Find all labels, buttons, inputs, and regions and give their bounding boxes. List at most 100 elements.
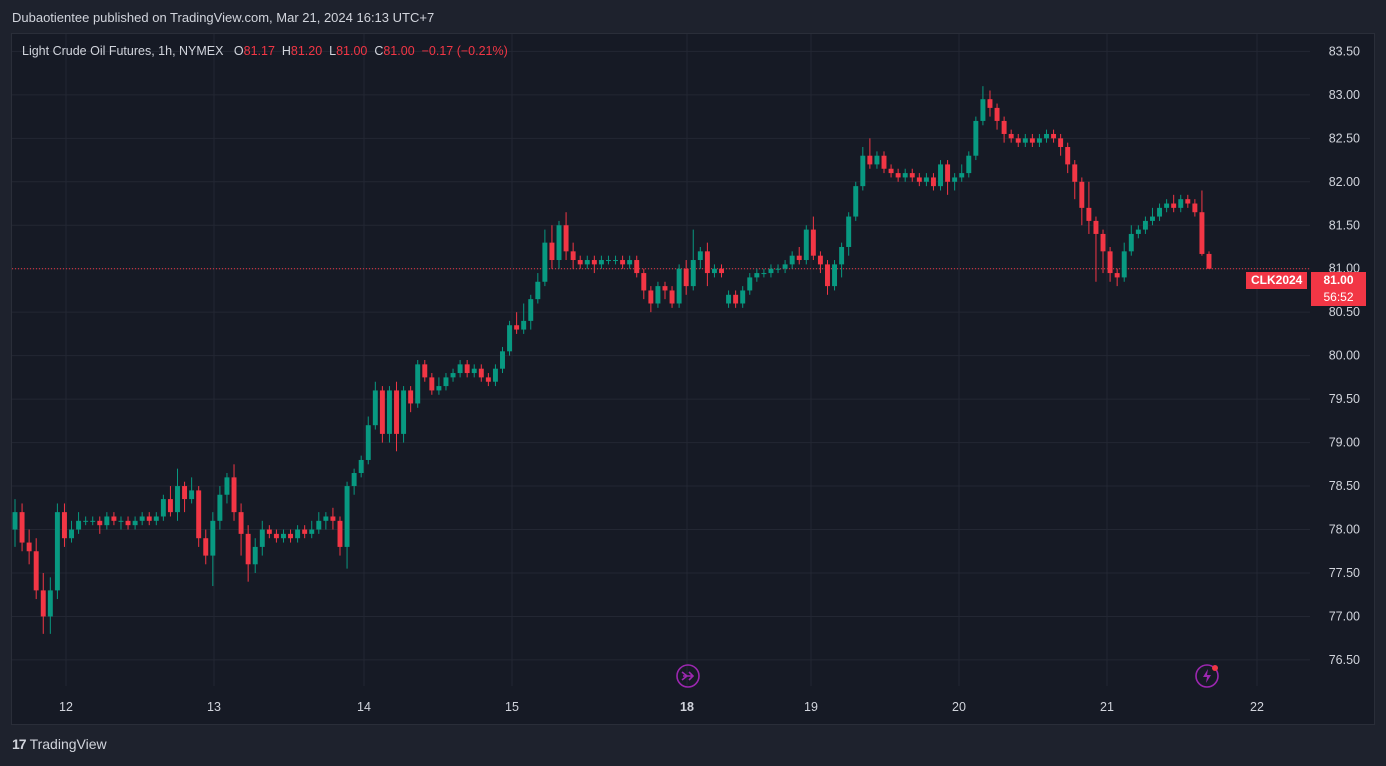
countdown-label: 56:52	[1311, 289, 1366, 306]
candle-body	[697, 251, 703, 261]
chart-legend: Light Crude Oil Futures, 1h, NYMEX O81.1…	[22, 44, 508, 58]
candle-body	[966, 155, 972, 174]
candle-body	[690, 260, 696, 287]
candle-body	[775, 268, 781, 270]
price-tick-label: 78.00	[1329, 523, 1360, 537]
candle-body	[507, 325, 513, 352]
candle-body	[167, 499, 173, 513]
candle-body	[627, 260, 633, 265]
price-tick-label: 79.50	[1329, 392, 1360, 406]
candle-body	[1044, 133, 1049, 139]
close-label: C	[374, 44, 384, 58]
time-tick-label: 14	[357, 700, 371, 714]
candle-body	[471, 368, 477, 374]
candle-body	[132, 520, 138, 526]
price-tick-label: 82.50	[1329, 131, 1360, 145]
candle-body	[881, 155, 887, 169]
candle-body	[61, 512, 67, 539]
candle-body	[719, 268, 724, 274]
candle-body	[175, 486, 180, 513]
candle-body	[973, 120, 979, 156]
candle-body	[909, 173, 915, 178]
candle-body	[994, 107, 1000, 121]
candle-body	[1086, 207, 1092, 221]
candle-body	[570, 251, 576, 261]
candle-body	[182, 486, 188, 500]
candle-body	[1199, 212, 1205, 254]
candle-body	[281, 533, 286, 539]
candle-body	[782, 264, 788, 269]
candle-body	[711, 268, 717, 274]
footer-brand[interactable]: 17 TradingView	[12, 736, 107, 752]
candle-body	[902, 173, 908, 178]
candle-body	[895, 173, 901, 178]
candle-body	[203, 538, 209, 556]
candle-body	[478, 368, 484, 378]
candle-body	[323, 516, 329, 521]
candle-body	[655, 286, 661, 304]
symbol-title: Light Crude Oil Futures, 1h, NYMEX	[22, 44, 224, 58]
price-axis: 83.5083.0082.5082.0081.5081.0080.5080.00…	[1329, 44, 1360, 667]
candle-body	[860, 155, 866, 187]
flash-icon[interactable]	[1195, 664, 1219, 688]
candle-body	[90, 520, 96, 522]
candle-body	[556, 225, 562, 261]
candle-body	[1185, 199, 1191, 204]
price-tick-label: 82.00	[1329, 175, 1360, 189]
candle-body	[817, 255, 823, 265]
candle-body	[542, 242, 548, 282]
chart-pane[interactable]: 83.50 83.00 82.50 82.00 81.50 81.00 80.50 80.00…	[11, 33, 1375, 725]
candle-body	[337, 520, 343, 547]
candle-body	[952, 177, 958, 182]
candle-body	[118, 520, 124, 522]
candle-body	[189, 490, 195, 500]
candle-body	[351, 473, 357, 487]
candlestick-chart[interactable]: 83.50 83.00 82.50 82.00 81.50 81.00 80.50 80.00…	[12, 34, 1374, 724]
candle-body	[1001, 120, 1007, 134]
low-value: 81.00	[336, 44, 368, 58]
candle-body	[266, 529, 272, 534]
candle-body	[733, 294, 739, 304]
candle-body	[415, 364, 421, 404]
candle-body	[1022, 138, 1028, 143]
candle-body	[372, 390, 378, 426]
price-tick-label: 81.50	[1329, 218, 1360, 232]
time-tick-label: 15	[505, 700, 519, 714]
close-value: 81.00	[383, 44, 415, 58]
candle-body	[1171, 203, 1177, 208]
time-tick-label: 18	[680, 700, 694, 714]
high-value: 81.20	[290, 44, 323, 58]
candle-body	[1142, 220, 1148, 230]
candle-body	[344, 486, 350, 547]
candle-body	[1192, 203, 1198, 213]
candle-body	[436, 386, 442, 391]
candle-body	[761, 273, 767, 275]
candle-body	[867, 155, 873, 165]
candle-body	[288, 533, 294, 539]
candle-body	[1065, 147, 1071, 165]
candle-body	[726, 294, 732, 304]
candle-body	[309, 529, 315, 534]
price-tick-label: 80.50	[1329, 305, 1360, 319]
candle-body	[316, 520, 322, 530]
candle-body	[634, 260, 640, 274]
candle-body	[1150, 216, 1155, 221]
ticker-label: CLK2024	[1246, 272, 1308, 289]
candle-body	[754, 273, 760, 278]
candle-body	[789, 255, 795, 265]
time-tick-label: 13	[207, 700, 221, 714]
candle-body	[768, 268, 774, 274]
last-price-label: 81.00	[1311, 272, 1366, 289]
candle-body	[401, 390, 407, 434]
candle-body	[613, 260, 619, 262]
jump-to-realtime-icon[interactable]	[676, 664, 700, 688]
candle-body	[485, 377, 491, 382]
candle-body	[1079, 181, 1085, 208]
candle-body	[259, 529, 265, 547]
candle-body	[987, 99, 993, 108]
candle-body	[535, 281, 541, 300]
candle-body	[1036, 138, 1042, 143]
candle-body	[916, 177, 922, 182]
candle-body	[217, 494, 223, 521]
candle-body	[1114, 273, 1120, 278]
